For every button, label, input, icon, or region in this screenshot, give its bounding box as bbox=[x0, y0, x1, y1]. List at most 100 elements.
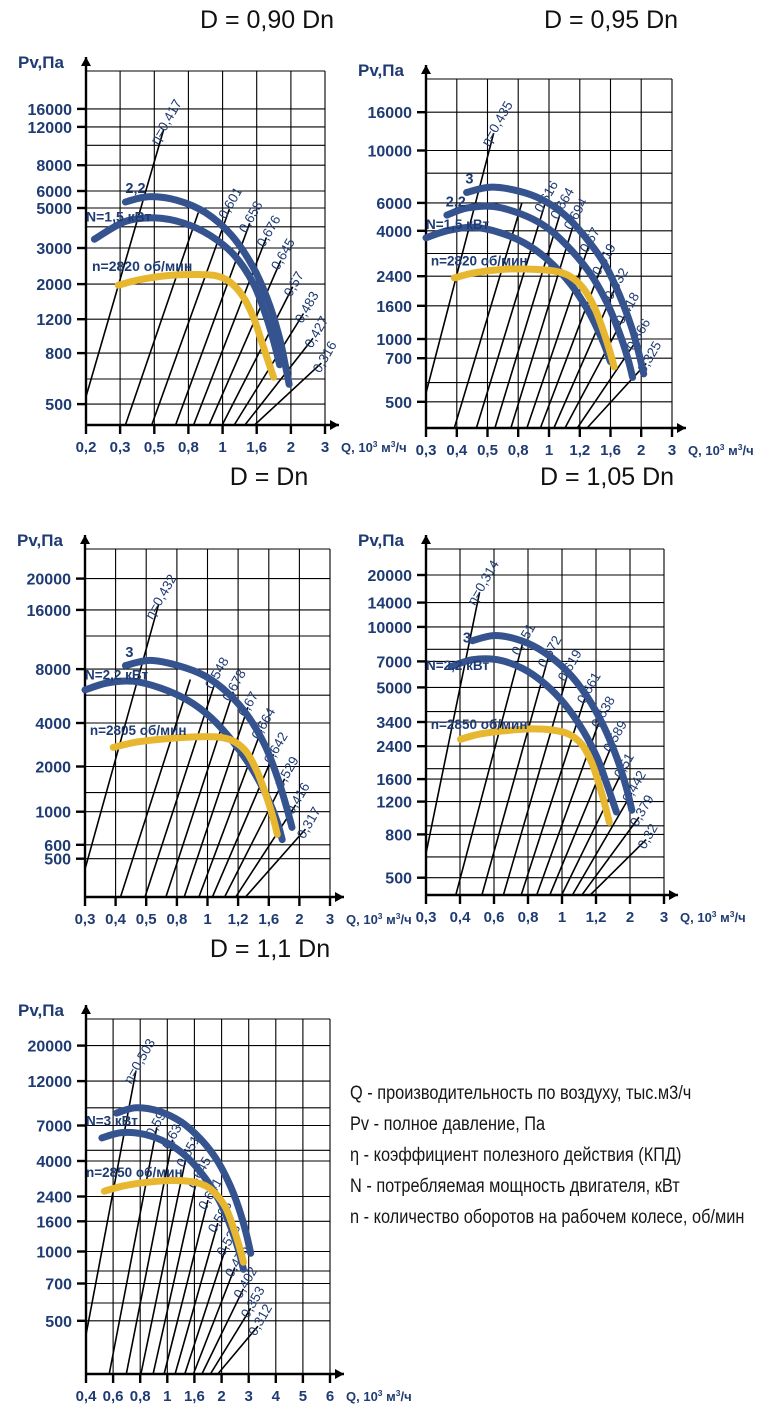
svg-text:16000: 16000 bbox=[27, 603, 72, 620]
svg-text:1: 1 bbox=[163, 1388, 171, 1405]
svg-text:2400: 2400 bbox=[36, 1190, 72, 1207]
svg-text:700: 700 bbox=[385, 351, 412, 368]
svg-text:1200: 1200 bbox=[36, 312, 72, 329]
svg-text:1200: 1200 bbox=[376, 795, 412, 812]
svg-text:5000: 5000 bbox=[36, 201, 72, 218]
svg-text:2,2: 2,2 bbox=[446, 194, 466, 210]
svg-text:n=2820 об/мин: n=2820 об/мин bbox=[92, 258, 192, 274]
svg-text:Q, 103 м3/ч: Q, 103 м3/ч bbox=[346, 1388, 412, 1404]
svg-text:2: 2 bbox=[295, 911, 303, 928]
svg-text:Q, 103 м3/ч: Q, 103 м3/ч bbox=[680, 909, 746, 925]
svg-text:Pv,Па: Pv,Па bbox=[17, 531, 63, 550]
svg-text:500: 500 bbox=[385, 871, 412, 888]
svg-text:0,4: 0,4 bbox=[446, 442, 468, 459]
svg-text:η=0,417: η=0,417 bbox=[147, 97, 185, 147]
svg-text:2: 2 bbox=[287, 439, 295, 456]
svg-text:0,3: 0,3 bbox=[110, 439, 131, 456]
svg-text:16000: 16000 bbox=[368, 105, 413, 122]
svg-text:Pv,Па: Pv,Па bbox=[18, 53, 64, 72]
svg-text:20000: 20000 bbox=[368, 568, 413, 585]
svg-text:3: 3 bbox=[125, 645, 133, 661]
svg-text:3: 3 bbox=[660, 909, 668, 926]
svg-text:800: 800 bbox=[385, 827, 412, 844]
svg-text:0,645: 0,645 bbox=[268, 236, 298, 273]
svg-text:Pv,Па: Pv,Па bbox=[358, 531, 404, 550]
svg-text:2,2: 2,2 bbox=[125, 181, 145, 197]
svg-text:1,2: 1,2 bbox=[228, 911, 249, 928]
svg-text:5: 5 bbox=[299, 1388, 307, 1405]
svg-text:3: 3 bbox=[668, 442, 676, 459]
svg-text:1000: 1000 bbox=[376, 332, 412, 349]
svg-text:N=1,5 кВт: N=1,5 кВт bbox=[86, 208, 152, 224]
svg-text:N=3 кВт: N=3 кВт bbox=[86, 1114, 138, 1129]
svg-text:0,2: 0,2 bbox=[76, 439, 97, 456]
svg-text:1,2: 1,2 bbox=[569, 442, 590, 459]
svg-text:4000: 4000 bbox=[36, 1154, 72, 1171]
svg-text:7000: 7000 bbox=[36, 1119, 72, 1136]
svg-text:η=0,432: η=0,432 bbox=[142, 572, 180, 622]
svg-text:20000: 20000 bbox=[28, 1039, 73, 1056]
svg-text:0,5: 0,5 bbox=[477, 442, 498, 459]
svg-text:0,4: 0,4 bbox=[450, 909, 472, 926]
svg-text:n=2820 об/мин: n=2820 об/мин bbox=[431, 254, 528, 269]
svg-text:1,2: 1,2 bbox=[586, 909, 607, 926]
svg-text:0,8: 0,8 bbox=[518, 909, 539, 926]
svg-text:0,6: 0,6 bbox=[103, 1388, 124, 1405]
svg-text:5000: 5000 bbox=[376, 680, 412, 697]
svg-text:500: 500 bbox=[385, 395, 412, 412]
svg-text:0,5: 0,5 bbox=[136, 911, 157, 928]
svg-text:3: 3 bbox=[463, 630, 471, 646]
svg-text:1000: 1000 bbox=[36, 1245, 72, 1262]
svg-text:2400: 2400 bbox=[376, 269, 412, 286]
svg-text:2: 2 bbox=[217, 1388, 225, 1405]
svg-text:0,5: 0,5 bbox=[144, 439, 165, 456]
svg-text:1000: 1000 bbox=[35, 805, 71, 822]
svg-text:1: 1 bbox=[558, 909, 566, 926]
svg-text:3400: 3400 bbox=[376, 715, 412, 732]
svg-text:2000: 2000 bbox=[35, 760, 71, 777]
svg-text:Q, 103 м3/ч: Q, 103 м3/ч bbox=[688, 442, 754, 458]
svg-text:14000: 14000 bbox=[368, 596, 413, 613]
svg-text:6000: 6000 bbox=[36, 184, 72, 201]
svg-text:700: 700 bbox=[45, 1277, 72, 1294]
svg-text:10000: 10000 bbox=[368, 620, 413, 637]
svg-text:2000: 2000 bbox=[36, 277, 72, 294]
svg-text:1,6: 1,6 bbox=[246, 439, 267, 456]
svg-text:0,8: 0,8 bbox=[508, 442, 529, 459]
svg-text:0,6: 0,6 bbox=[484, 909, 505, 926]
svg-text:Pv,Па: Pv,Па bbox=[18, 1001, 64, 1020]
svg-text:0,3: 0,3 bbox=[416, 442, 437, 459]
svg-text:6000: 6000 bbox=[376, 196, 412, 213]
svg-text:20000: 20000 bbox=[27, 572, 72, 589]
svg-text:1,6: 1,6 bbox=[258, 911, 279, 928]
svg-text:3: 3 bbox=[321, 439, 329, 456]
svg-text:2: 2 bbox=[626, 909, 634, 926]
svg-text:1600: 1600 bbox=[376, 299, 412, 316]
svg-text:1600: 1600 bbox=[36, 1214, 72, 1231]
svg-text:4000: 4000 bbox=[376, 224, 412, 241]
svg-text:1,6: 1,6 bbox=[600, 442, 621, 459]
svg-text:0,601: 0,601 bbox=[215, 184, 245, 221]
svg-text:1: 1 bbox=[545, 442, 553, 459]
svg-text:N=2,2 кВт: N=2,2 кВт bbox=[85, 668, 148, 683]
svg-text:n=2850 об/мин: n=2850 об/мин bbox=[86, 1165, 183, 1180]
svg-text:N=1,5 кВт: N=1,5 кВт bbox=[426, 217, 489, 232]
svg-text:1,6: 1,6 bbox=[184, 1388, 205, 1405]
svg-text:3: 3 bbox=[245, 1388, 253, 1405]
svg-text:0,3: 0,3 bbox=[416, 909, 437, 926]
svg-text:Pv,Па: Pv,Па bbox=[358, 61, 404, 80]
svg-text:3000: 3000 bbox=[36, 241, 72, 258]
svg-text:12000: 12000 bbox=[28, 120, 73, 137]
svg-text:4: 4 bbox=[272, 1388, 281, 1405]
svg-text:500: 500 bbox=[44, 852, 71, 869]
svg-text:800: 800 bbox=[45, 346, 72, 363]
svg-text:1: 1 bbox=[203, 911, 211, 928]
svg-text:8000: 8000 bbox=[35, 662, 71, 679]
svg-text:n=2805 об/мин: n=2805 об/мин bbox=[90, 723, 187, 738]
svg-text:6: 6 bbox=[326, 1388, 334, 1405]
svg-text:500: 500 bbox=[45, 1314, 72, 1331]
svg-text:0,8: 0,8 bbox=[166, 911, 187, 928]
svg-text:500: 500 bbox=[45, 397, 72, 414]
svg-text:3: 3 bbox=[465, 172, 473, 188]
svg-text:1: 1 bbox=[218, 439, 226, 456]
